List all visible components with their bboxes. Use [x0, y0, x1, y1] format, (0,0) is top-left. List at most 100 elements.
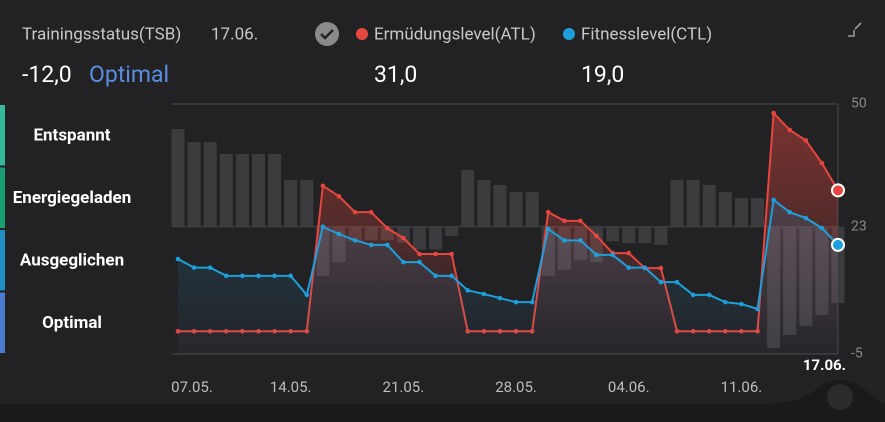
- bar: [203, 142, 217, 227]
- bar: [235, 154, 249, 227]
- point: [272, 273, 277, 279]
- point: [497, 295, 503, 301]
- bar: [429, 226, 443, 250]
- point: [562, 238, 567, 243]
- point: [256, 273, 261, 279]
- legend-label: Ermüdungslevel(ATL): [374, 24, 536, 44]
- point: [739, 301, 744, 307]
- zone-stripe: [0, 292, 5, 353]
- x-tick-label: 17.06.: [803, 356, 846, 374]
- point: [175, 256, 181, 262]
- point: [642, 265, 648, 270]
- check-mark: [320, 29, 334, 40]
- bar: [670, 179, 684, 227]
- bar: [300, 179, 314, 227]
- point: [562, 218, 567, 224]
- check-icon[interactable]: [315, 22, 339, 46]
- collapse-icon[interactable]: [848, 22, 862, 37]
- bar: [622, 226, 636, 244]
- point: [626, 250, 632, 256]
- zone-stripe: [0, 230, 5, 291]
- point: [803, 215, 809, 221]
- bar: [686, 179, 700, 227]
- point: [819, 225, 825, 231]
- bar: [654, 226, 668, 245]
- point: [417, 259, 422, 265]
- x-tick-label: 14.05.: [270, 378, 312, 396]
- bar: [445, 226, 459, 236]
- point: [320, 183, 326, 189]
- bar: [638, 226, 652, 244]
- y-tick-label: 23: [851, 218, 867, 234]
- zone-label: Energiegeladen: [13, 188, 132, 208]
- x-tick-label: 04.06.: [608, 378, 650, 396]
- y-tick-label: 50: [851, 96, 867, 112]
- legend-label: Fitnesslevel(CTL): [581, 24, 712, 44]
- bar: [525, 192, 539, 227]
- point: [288, 273, 293, 279]
- bar: [187, 142, 201, 227]
- bar: [461, 169, 475, 227]
- line: [177, 198, 839, 311]
- zone-label: Optimal: [42, 313, 102, 333]
- point: [191, 265, 197, 270]
- point: [545, 209, 551, 215]
- point: [481, 291, 487, 297]
- bar: [477, 179, 491, 227]
- point: [594, 233, 599, 239]
- point: [658, 265, 664, 271]
- point: [787, 209, 793, 215]
- point: [433, 273, 438, 279]
- area-fill: [178, 199, 838, 354]
- point: [755, 306, 760, 312]
- point: [771, 110, 776, 116]
- scroll-handle-bg: [760, 380, 885, 422]
- point: [401, 235, 406, 241]
- date: 17.06.: [211, 24, 258, 44]
- point: [578, 238, 583, 243]
- point: [529, 299, 535, 305]
- point: [771, 197, 776, 203]
- chart: 50 23 -5 07.05. 14.05. 21.05. 28.05. 04.06. 11.0…: [171, 96, 867, 396]
- bar: [412, 226, 426, 250]
- bottom-bar: [0, 404, 885, 422]
- point: [465, 288, 471, 293]
- zone-label: Entspannt: [33, 126, 110, 146]
- x-tick-label: 07.05.: [171, 378, 213, 396]
- legend-dot: [563, 28, 575, 40]
- point: [690, 292, 696, 298]
- zone-stripe: [0, 105, 5, 166]
- bar: [718, 192, 732, 227]
- ctl-value: 19,0: [581, 61, 624, 88]
- point: [352, 209, 358, 215]
- point: [449, 251, 454, 257]
- end-point: [831, 237, 845, 252]
- point: [417, 251, 422, 257]
- zone-label: Ausgeglichen: [20, 251, 124, 271]
- point: [819, 160, 825, 166]
- point: [723, 299, 728, 305]
- point: [320, 224, 326, 230]
- point: [787, 127, 793, 133]
- y-tick-label: -5: [851, 346, 863, 362]
- scroll-handle[interactable]: [827, 384, 853, 410]
- bar: [251, 154, 265, 227]
- bar: [493, 184, 507, 227]
- point: [626, 265, 632, 270]
- zone-stripe: [0, 167, 5, 228]
- point: [658, 279, 664, 285]
- point: [513, 299, 519, 305]
- point: [594, 252, 599, 258]
- end-point: [831, 183, 845, 198]
- point: [674, 279, 680, 285]
- point: [803, 138, 809, 143]
- bar: [734, 198, 748, 227]
- tsb-label: Trainingsstatus(TSB): [22, 24, 181, 44]
- atl-value: 31,0: [374, 61, 417, 88]
- point: [336, 231, 342, 237]
- point: [706, 292, 712, 298]
- point: [610, 252, 615, 258]
- bar: [606, 226, 620, 242]
- bar: [702, 184, 716, 227]
